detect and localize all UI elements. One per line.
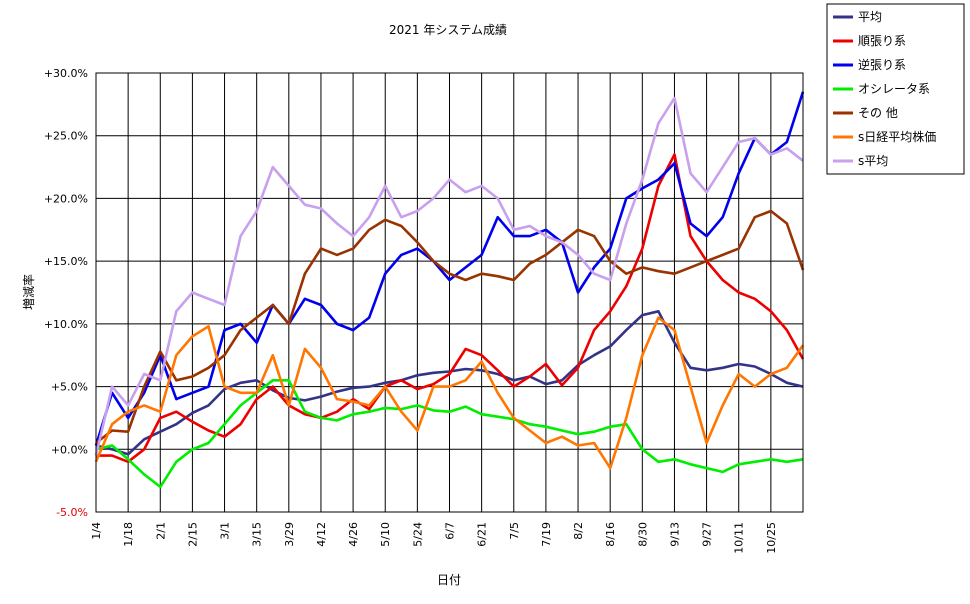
series-line-5 [94,316,805,470]
x-tick-label: 2/1 [154,522,167,540]
x-tick-label: 1/4 [90,522,103,540]
series-line-2 [94,91,805,446]
x-tick-label: 3/15 [251,522,264,547]
x-tick-label: 5/24 [411,522,424,547]
y-tick-label: +0.0% [51,443,88,456]
grid [95,72,803,513]
x-tick-label: 8/2 [572,522,585,540]
y-tick-label: -5.0% [56,506,88,519]
x-tick-label: 4/12 [315,522,328,547]
x-tick-label: 2/15 [186,522,199,547]
x-tick-label: 10/25 [765,522,778,554]
chart-title: 2021 年システム成績 [389,23,507,37]
x-tick-label: 7/19 [540,522,553,547]
legend-label-1: 順張り系 [858,34,906,48]
x-tick-label: 6/21 [476,522,489,547]
x-tick-label: 7/5 [508,522,521,540]
x-tick-label: 4/26 [347,522,360,547]
x-tick-label: 9/27 [701,522,714,547]
y-tick-label: +10.0% [44,318,88,331]
series-line-6 [94,96,804,456]
plot-area [94,72,805,513]
y-tick-label: +15.0% [44,255,88,268]
x-tick-label: 1/18 [122,522,135,547]
x-tick-label: 9/13 [668,522,681,547]
y-tick-label: +25.0% [44,130,88,143]
series-line-0 [95,310,804,456]
x-axis-ticks: 1/4 1/18 2/1 2/15 3/1 3/15 3/29 4/12 4/26 5/10 5/2… [90,522,778,554]
legend-label-4: その 他 [858,106,898,120]
legend-label-6: s平均 [858,154,888,168]
y-tick-label: +5.0% [51,381,88,394]
legend-label-2: 逆張り系 [858,57,906,72]
legend-label-3: オシレータ系 [858,82,930,96]
x-tick-label: 3/29 [283,522,296,547]
x-tick-label: 8/16 [604,522,617,547]
y-tick-label: +30.0% [44,67,88,80]
legend-label-5: s日経平均株価 [858,129,936,144]
series-line-1 [96,153,805,464]
plot-frame [95,72,804,513]
y-axis-label: 増減率 [21,274,36,310]
x-tick-label: 6/7 [444,522,457,540]
series-layer [94,91,805,489]
y-axis-ticks: +30.0% +25.0% +20.0% +15.0% +10.0% +5.0% +0.0%… [44,67,88,519]
series-line-3 [95,379,804,489]
x-tick-label: 8/30 [636,522,649,547]
y-tick-label: +20.0% [44,192,88,205]
x-axis-label: 日付 [437,573,461,587]
x-tick-label: 10/11 [733,522,746,554]
series-line-4 [95,209,805,445]
x-tick-label: 5/10 [379,522,392,547]
x-tick-label: 3/1 [219,522,232,540]
legend-label-0: 平均 [858,10,882,24]
